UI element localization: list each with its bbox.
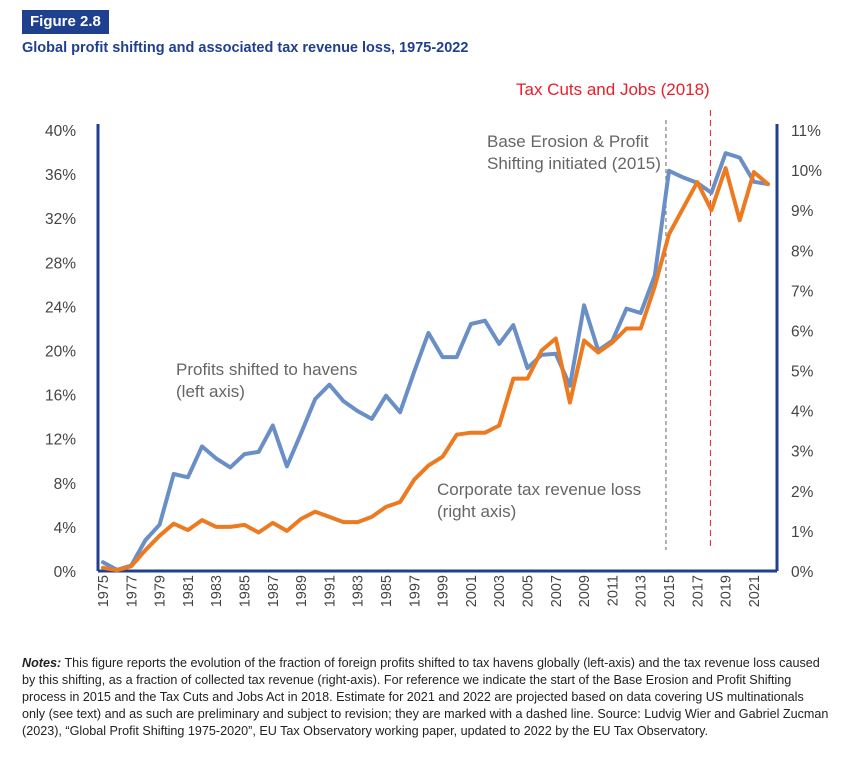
right-tick-label: 2% xyxy=(791,484,814,501)
x-tick-label: 2009 xyxy=(577,575,593,607)
right-tick-label: 6% xyxy=(791,323,814,340)
x-tick-label: 2021 xyxy=(747,575,763,607)
x-tick-label: 2013 xyxy=(634,575,650,607)
x-tick-label: 2005 xyxy=(520,575,536,607)
left-tick-label: 28% xyxy=(45,255,76,272)
left-tick-label: 16% xyxy=(45,388,76,405)
x-tick-label: 1985 xyxy=(237,575,253,607)
notes: Notes: This figure reports the evolution… xyxy=(22,655,830,740)
profits-series-label: (left axis) xyxy=(176,382,245,401)
right-tick-label: 4% xyxy=(791,404,814,421)
right-tick-label: 10% xyxy=(791,163,822,180)
left-tick-label: 20% xyxy=(45,344,76,361)
x-tick-label: 2007 xyxy=(549,575,565,607)
right-tick-label: 11% xyxy=(791,123,821,140)
x-tick-label: 1983 xyxy=(351,575,367,607)
x-tick-label: 1979 xyxy=(153,575,169,607)
x-tick-label: 1997 xyxy=(407,575,423,607)
x-tick-label: 1991 xyxy=(322,575,338,607)
right-tick-label: 5% xyxy=(791,364,814,381)
left-tick-label: 8% xyxy=(54,476,77,493)
right-tick-label: 1% xyxy=(791,524,814,541)
x-tick-label: 1975 xyxy=(96,575,112,607)
chart: 0% 4% 8% 12% 16% 20% 24% 28% 32% 36% 40% 0% 1% 2% 3% 4%… xyxy=(45,80,822,607)
right-tick-label: 3% xyxy=(791,444,814,461)
x-tick-label: 2019 xyxy=(719,575,735,607)
left-tick-label: 32% xyxy=(45,211,76,228)
tcja-label: Tax Cuts and Jobs (2018) xyxy=(516,80,710,99)
right-tick-label: 7% xyxy=(791,283,814,300)
x-tick-label: 2011 xyxy=(605,575,621,606)
taxloss-series-label: (right axis) xyxy=(437,502,516,521)
left-tick-label: 24% xyxy=(45,299,76,316)
x-tick-label: 2003 xyxy=(492,575,508,607)
figure-label: Figure 2.8 xyxy=(22,10,109,34)
profits-series-label: Profits shifted to havens xyxy=(176,360,357,379)
right-tick-label: 0% xyxy=(791,564,814,581)
taxloss-series-label: Corporate tax revenue loss xyxy=(437,480,641,499)
x-tick-label: 1999 xyxy=(436,575,452,607)
x-tick-label: 1989 xyxy=(294,575,310,607)
left-tick-label: 0% xyxy=(54,564,77,581)
notes-text: This figure reports the evolution of the… xyxy=(22,656,829,738)
left-tick-label: 36% xyxy=(45,167,76,184)
beps-label: Shifting initiated (2015) xyxy=(487,154,661,173)
x-tick-label: 1981 xyxy=(181,575,197,607)
x-tick-label: 1987 xyxy=(266,575,282,607)
series-line-profits xyxy=(101,151,770,572)
figure-title: Global profit shifting and associated ta… xyxy=(22,40,469,56)
x-tick-label: 2001 xyxy=(464,575,480,607)
series-line-taxloss xyxy=(101,166,770,573)
x-tick-label: 1983 xyxy=(209,575,225,607)
x-tick-label: 2017 xyxy=(690,575,706,607)
notes-label: Notes: xyxy=(22,656,62,670)
left-tick-label: 12% xyxy=(45,432,76,449)
x-tick-label: 2015 xyxy=(662,575,678,607)
left-tick-label: 40% xyxy=(45,123,76,140)
x-tick-label: 1985 xyxy=(379,575,395,607)
right-tick-label: 9% xyxy=(791,203,814,220)
x-tick-label: 1977 xyxy=(124,575,140,607)
right-tick-label: 8% xyxy=(791,243,814,260)
left-tick-label: 4% xyxy=(54,520,77,537)
beps-label: Base Erosion & Profit xyxy=(487,132,649,151)
